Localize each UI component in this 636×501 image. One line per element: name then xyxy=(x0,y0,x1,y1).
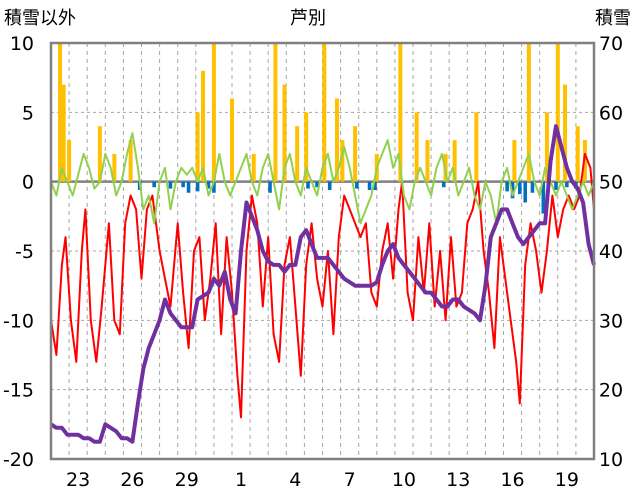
sunshine-bar xyxy=(554,181,558,190)
chart-title: 芦別 xyxy=(290,8,326,29)
x-tick-label: 7 xyxy=(344,469,356,491)
precipitation-bar xyxy=(425,140,430,182)
sunshine-bar xyxy=(510,181,515,199)
precipitation-bar xyxy=(474,112,479,182)
precipitation-bar xyxy=(512,140,517,182)
wind-line xyxy=(50,132,595,225)
precipitation-bar xyxy=(58,43,63,182)
y-right-tick-label: 10 xyxy=(599,449,623,471)
precipitation-bar xyxy=(211,43,216,182)
y-left-tick-label: -10 xyxy=(3,310,34,332)
line-series xyxy=(49,124,596,444)
x-tick-label: 29 xyxy=(175,469,199,491)
precipitation-bar xyxy=(544,112,549,182)
sunshine-bar xyxy=(186,181,191,193)
precipitation-bar xyxy=(340,140,345,182)
y-right-tick-label: 50 xyxy=(599,172,623,194)
right-axis-label: 積雪 xyxy=(595,8,631,29)
precipitation-bar xyxy=(575,126,580,182)
x-tick-label: 4 xyxy=(289,469,301,491)
sunshine-bar xyxy=(268,181,272,193)
sunshine-bar xyxy=(355,181,359,189)
precipitation-bar xyxy=(563,84,568,182)
x-tick-label: 10 xyxy=(392,469,416,491)
sunshine-bar xyxy=(367,181,372,190)
precipitation-bar xyxy=(304,112,309,182)
precipitation-bar xyxy=(112,153,117,182)
y-left-tick-label: 0 xyxy=(22,172,34,194)
precipitation-bar xyxy=(526,43,531,182)
left-axis-label: 積雪以外 xyxy=(4,8,76,29)
precipitation-bar xyxy=(282,84,287,182)
sunshine-bar xyxy=(565,181,569,188)
sunshine-bar xyxy=(530,181,535,193)
precipitation-bar xyxy=(251,153,256,182)
y-right-tick-label: 70 xyxy=(599,33,623,55)
sunshine-bar xyxy=(315,181,319,188)
snow_depth-line xyxy=(49,124,596,444)
precipitation-bar xyxy=(322,43,327,182)
precipitation-bar xyxy=(555,43,560,182)
precipitation-bar xyxy=(353,126,358,182)
sunshine-bar xyxy=(327,181,332,190)
y-left-tick-label: 5 xyxy=(22,102,34,124)
precipitation-bar xyxy=(452,140,457,182)
precipitation-bar xyxy=(67,140,72,182)
sunshine-bar xyxy=(181,181,185,188)
sunshine-bar xyxy=(373,181,377,190)
precipitation-bar xyxy=(195,112,200,182)
precipitation-bar xyxy=(295,126,300,182)
y-left-tick-label: 10 xyxy=(10,33,34,55)
precipitation-bar xyxy=(398,43,403,182)
sunshine-bar xyxy=(212,181,216,193)
x-tick-label: 26 xyxy=(120,469,144,491)
y-left-tick-label: -15 xyxy=(3,380,34,402)
x-tick-label: 16 xyxy=(500,469,524,491)
sunshine-bar xyxy=(195,181,200,192)
precipitation-bar xyxy=(414,112,419,182)
x-tick-label: 1 xyxy=(235,469,247,491)
y-left-tick-label: -20 xyxy=(3,449,34,471)
y-right-tick-label: 60 xyxy=(599,102,623,124)
plot-frame xyxy=(49,41,596,461)
temperature-line xyxy=(50,152,595,419)
sunshine-bar xyxy=(523,181,528,203)
sunshine-bar xyxy=(441,181,446,188)
precipitation-bar xyxy=(334,98,339,182)
sunshine-bar xyxy=(206,181,211,189)
sunshine-bar xyxy=(541,181,546,214)
y-right-tick-label: 30 xyxy=(599,310,623,332)
precipitation-bar xyxy=(97,126,102,182)
y-left-tick-label: -5 xyxy=(15,241,34,263)
y-right-tick-label: 20 xyxy=(599,380,623,402)
x-tick-label: 19 xyxy=(555,469,579,491)
precipitation-bar xyxy=(201,70,206,182)
x-tick-label: 13 xyxy=(446,469,470,491)
y-right-tick-label: 40 xyxy=(599,241,623,263)
precipitation-bar xyxy=(128,140,133,182)
x-tick-label: 23 xyxy=(66,469,90,491)
precipitation-bar xyxy=(61,84,66,182)
sunshine-bar xyxy=(168,181,173,189)
sunshine-bar xyxy=(517,181,522,195)
precipitation-bar xyxy=(273,43,278,182)
sunshine-bar xyxy=(152,181,156,188)
sunshine-bar xyxy=(306,181,310,189)
precipitation-bar xyxy=(230,98,234,182)
bar-series xyxy=(58,43,587,214)
sunshine-bar xyxy=(505,181,509,192)
